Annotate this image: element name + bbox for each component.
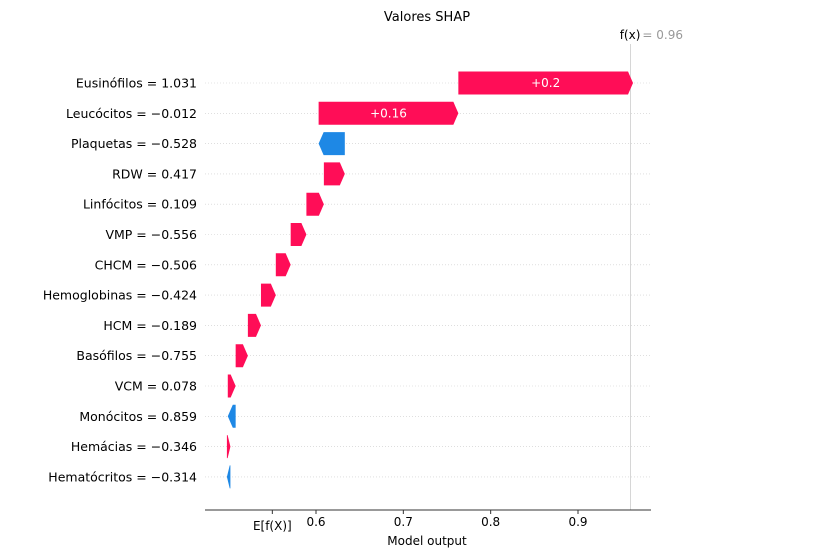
feature-label: Eusinófilos = 1.031 xyxy=(76,76,197,91)
feature-label: Hemácias = −0.346 xyxy=(71,439,197,454)
negative-contribution-bar xyxy=(226,465,231,489)
bar-value-label: +0.16 xyxy=(370,106,407,120)
positive-contribution-bar xyxy=(306,192,324,216)
feature-label: HCM = −0.189 xyxy=(103,318,197,333)
positive-contribution-bar xyxy=(275,253,291,277)
x-axis-title: Model output xyxy=(387,534,467,548)
output-value-annotation: f(x) = 0.96 xyxy=(620,28,683,42)
feature-label: Plaquetas = −0.528 xyxy=(71,136,197,151)
x-tick-label: 0.8 xyxy=(481,515,500,529)
feature-label: Leucócitos = −0.012 xyxy=(66,106,197,121)
feature-label: Basófilos = −0.755 xyxy=(76,348,197,363)
positive-contribution-bar xyxy=(226,435,231,459)
positive-contribution-bar xyxy=(458,71,634,95)
positive-contribution-bar xyxy=(260,283,276,307)
positive-contribution-bar xyxy=(235,344,248,368)
feature-label: Hemoglobinas = −0.424 xyxy=(43,288,197,303)
feature-label: Monócitos = 0.859 xyxy=(79,409,197,424)
x-tick-label: 0.6 xyxy=(306,515,325,529)
positive-contribution-bar xyxy=(290,223,307,246)
feature-label: VCM = 0.078 xyxy=(115,379,197,394)
feature-label: Hematócritos = −0.314 xyxy=(48,469,197,484)
feature-label: CHCM = −0.506 xyxy=(95,257,197,272)
output-value-text: = 0.96 xyxy=(642,28,683,42)
negative-contribution-bar xyxy=(318,132,345,156)
x-tick-label: 0.9 xyxy=(568,515,587,529)
negative-contribution-bar xyxy=(227,404,236,428)
chart-title: Valores SHAP xyxy=(384,10,470,25)
positive-contribution-bar xyxy=(318,101,459,125)
bar-value-label: +0.2 xyxy=(531,76,560,90)
output-value-label: f(x) xyxy=(620,28,641,42)
feature-label: VMP = −0.556 xyxy=(105,227,197,242)
feature-label: RDW = 0.417 xyxy=(112,166,197,181)
x-axis-ticks: 0.6 0.7 0.8 0.9 xyxy=(271,510,588,529)
positive-contribution-bar xyxy=(247,313,261,337)
base-value-label: E[f(X)] xyxy=(253,519,292,533)
positive-contribution-bar xyxy=(227,374,236,398)
positive-contribution-bar xyxy=(323,162,345,186)
feature-labels: Eusinófilos = 1.031 Leucócitos = −0.012 Pl… xyxy=(43,76,197,485)
row-gridlines xyxy=(205,82,651,478)
contribution-bars: +0.2 +0.16 xyxy=(226,71,634,489)
feature-label: Linfócitos = 0.109 xyxy=(83,197,197,212)
x-tick-label: 0.7 xyxy=(394,515,413,529)
